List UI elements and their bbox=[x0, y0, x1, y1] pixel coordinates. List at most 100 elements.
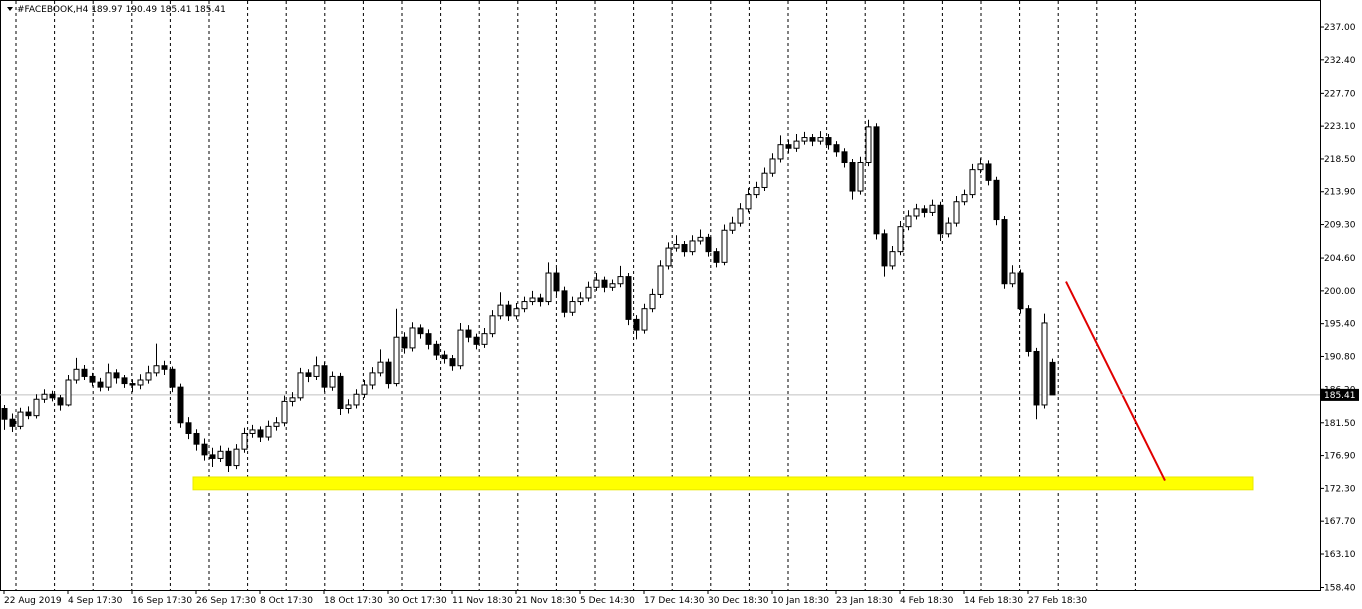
candle-body bbox=[297, 372, 304, 399]
y-tick-label: 172.30 bbox=[1324, 484, 1356, 494]
x-tick-label: 30 Dec 18:30 bbox=[708, 596, 769, 606]
candle-body bbox=[577, 297, 584, 303]
candle-body bbox=[537, 297, 544, 303]
y-tick-label: 227.70 bbox=[1324, 89, 1356, 99]
candle-body bbox=[249, 429, 256, 434]
open-value: 189.97 bbox=[91, 5, 123, 15]
candle-body bbox=[625, 276, 632, 320]
y-tick-label: 232.40 bbox=[1324, 56, 1356, 66]
candle-body bbox=[825, 137, 832, 146]
candle-body bbox=[169, 368, 176, 388]
candle-body bbox=[1, 408, 8, 420]
candle-body bbox=[769, 158, 776, 174]
x-tick-label: 26 Sep 17:30 bbox=[196, 596, 256, 606]
candle-body bbox=[433, 343, 440, 356]
candle-body bbox=[737, 208, 744, 224]
candle-body bbox=[713, 251, 720, 263]
candle-body bbox=[641, 308, 648, 331]
candle-body bbox=[961, 194, 968, 203]
candle-body bbox=[161, 365, 168, 370]
candle-body bbox=[521, 301, 528, 310]
x-tick-label: 4 Feb 18:30 bbox=[900, 596, 954, 606]
candle-body bbox=[57, 397, 64, 406]
candle-body bbox=[849, 162, 856, 192]
candle-body bbox=[409, 327, 416, 349]
candle-body bbox=[25, 411, 32, 417]
candle-body bbox=[929, 204, 936, 213]
candle-body bbox=[529, 297, 536, 303]
candle-body bbox=[649, 293, 656, 310]
candle-body bbox=[1025, 308, 1032, 352]
candle-body bbox=[553, 272, 560, 292]
candle-body bbox=[473, 336, 480, 345]
candle-body bbox=[129, 383, 136, 386]
candle-body bbox=[697, 236, 704, 242]
candle-body bbox=[545, 272, 552, 303]
y-tick-label: 237.00 bbox=[1324, 23, 1356, 33]
candle-body bbox=[105, 372, 112, 388]
candle-body bbox=[857, 162, 864, 192]
candle-body bbox=[985, 163, 992, 181]
candle-body bbox=[425, 333, 432, 345]
candle-body bbox=[441, 354, 448, 360]
x-tick-label: 27 Feb 18:30 bbox=[1028, 596, 1087, 606]
candle-body bbox=[777, 144, 784, 160]
x-tick-label: 8 Oct 17:30 bbox=[260, 596, 313, 606]
candle-body bbox=[1009, 272, 1016, 285]
x-tick-label: 4 Sep 17:30 bbox=[68, 596, 123, 606]
candle-body bbox=[569, 301, 576, 313]
candle-body bbox=[49, 393, 56, 399]
x-tick-label: 23 Jan 18:30 bbox=[836, 596, 893, 606]
candle-body bbox=[953, 201, 960, 224]
candle-body bbox=[609, 283, 616, 288]
candle-body bbox=[721, 229, 728, 263]
menu-arrow[interactable] bbox=[7, 7, 13, 11]
chart-header: #FACEBOOK,H4 189.97 190.49 185.41 185.41 bbox=[17, 5, 226, 15]
candle-body bbox=[65, 379, 72, 406]
candle-body bbox=[345, 404, 352, 410]
candle-body bbox=[793, 140, 800, 149]
candle-body bbox=[385, 361, 392, 385]
candle-body bbox=[817, 137, 824, 142]
candle-body bbox=[337, 375, 344, 410]
candle-body bbox=[97, 381, 104, 388]
candle-body bbox=[89, 375, 96, 383]
candle-body bbox=[361, 384, 368, 395]
candle-body bbox=[233, 448, 240, 467]
candle-body bbox=[905, 215, 912, 228]
x-tick-label: 16 Sep 17:30 bbox=[132, 596, 192, 606]
x-tick-label: 18 Oct 17:30 bbox=[324, 596, 383, 606]
candle-body bbox=[329, 375, 336, 388]
candle-body bbox=[841, 151, 848, 164]
candle-body bbox=[465, 329, 472, 338]
candle-body bbox=[897, 226, 904, 253]
candle-body bbox=[601, 279, 608, 288]
candle-body bbox=[873, 126, 880, 235]
candle-body bbox=[257, 429, 264, 438]
y-tick-label: 167.70 bbox=[1324, 517, 1356, 527]
candle-body bbox=[801, 137, 808, 142]
close-value: 185.41 bbox=[194, 5, 226, 15]
candle-body bbox=[193, 432, 200, 445]
x-tick-label: 14 Feb 18:30 bbox=[964, 596, 1023, 606]
y-tick-label: 200.00 bbox=[1324, 287, 1356, 297]
candle-body bbox=[785, 144, 792, 149]
candle-body bbox=[497, 304, 504, 317]
candle-body bbox=[265, 425, 272, 438]
x-tick-label: 10 Jan 18:30 bbox=[772, 596, 829, 606]
candle-body bbox=[417, 327, 424, 335]
candle-body bbox=[41, 393, 48, 400]
candle-body bbox=[289, 397, 296, 402]
candle-body bbox=[585, 286, 592, 299]
candle-body bbox=[593, 279, 600, 288]
candle-body bbox=[505, 304, 512, 317]
candle-body bbox=[681, 244, 688, 253]
support-zone bbox=[192, 476, 1254, 491]
trend-line bbox=[1065, 281, 1166, 481]
symbol: #FACEBOOK,H4 bbox=[17, 5, 89, 15]
candle-body bbox=[945, 222, 952, 235]
candle-body bbox=[177, 386, 184, 424]
candle-body bbox=[729, 222, 736, 231]
candle-body bbox=[913, 208, 920, 217]
